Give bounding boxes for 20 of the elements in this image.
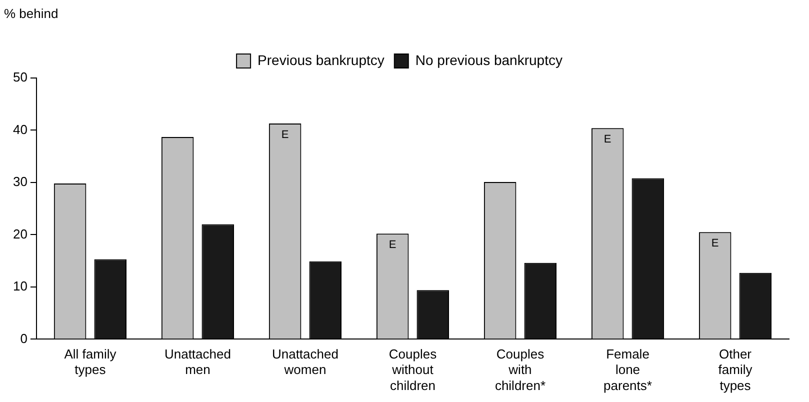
y-tick-label: 50	[12, 70, 28, 85]
x-tick-label: Couples without children	[388, 346, 438, 393]
x-tick-label: All family types	[64, 346, 117, 378]
y-tick-label: 20	[12, 226, 28, 242]
data-label: E	[711, 238, 719, 250]
legend-label: Previous bankruptcy	[258, 52, 384, 68]
data-label: E	[604, 134, 612, 146]
y-axis-title: % behind	[4, 6, 58, 21]
y-tick-label: 30	[12, 174, 28, 190]
x-tick-label: Couples with children*	[494, 346, 546, 393]
x-tick-label: Unattached men	[164, 346, 231, 378]
y-tick-label: 10	[12, 278, 28, 294]
y-tick-label: 0	[20, 330, 28, 346]
x-tick-label: Unattached women	[272, 346, 338, 378]
data-label: E	[388, 239, 396, 252]
data-label: E	[281, 128, 289, 141]
x-tick-label: Other family types	[718, 346, 753, 393]
y-tick-label: 40	[12, 122, 28, 137]
legend-label: No previous bankruptcy	[415, 52, 562, 68]
x-tick-label: Female lone parents*	[604, 346, 652, 393]
